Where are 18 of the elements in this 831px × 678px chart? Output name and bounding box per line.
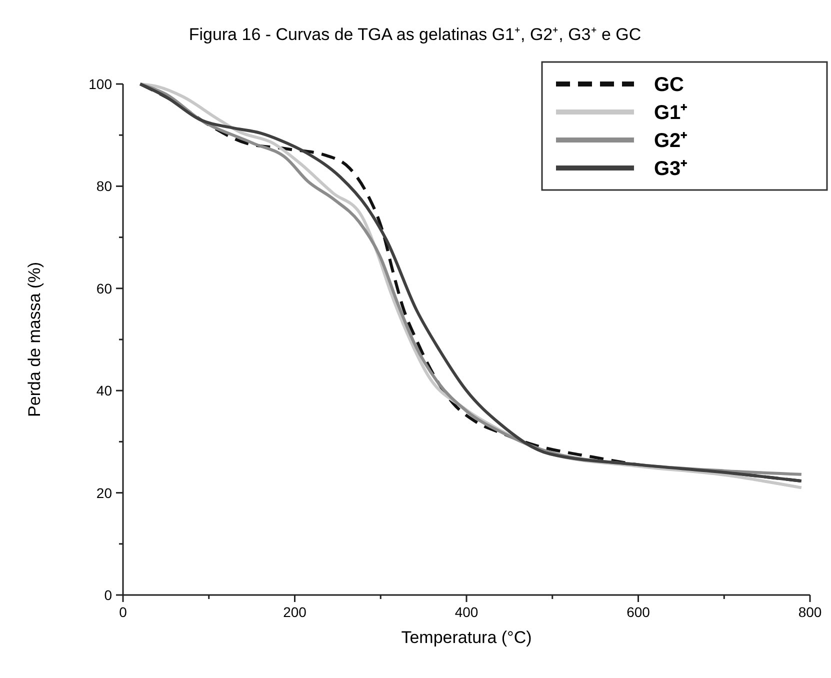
legend-label: G1⁺ bbox=[654, 102, 688, 124]
y-tick-label: 100 bbox=[88, 76, 112, 92]
x-tick-label: 400 bbox=[454, 604, 478, 620]
x-tick-label: 800 bbox=[798, 604, 822, 620]
x-axis-title: Temperatura (°C) bbox=[401, 628, 532, 647]
y-axis-title: Perda de massa (%) bbox=[25, 262, 44, 417]
x-tick-label: 600 bbox=[626, 604, 650, 620]
legend-label: G3⁺ bbox=[654, 158, 688, 180]
y-tick-label: 60 bbox=[96, 280, 112, 296]
y-tick-label: 0 bbox=[104, 587, 112, 603]
chart-title: Figura 16 - Curvas de TGA as gelatinas G1⁺, G2⁺, G3⁺ e GC bbox=[188, 25, 642, 44]
y-tick-label: 80 bbox=[96, 178, 112, 194]
y-tick-label: 20 bbox=[96, 484, 112, 501]
legend-label: GC bbox=[654, 74, 684, 96]
x-tick-label: 0 bbox=[119, 604, 128, 620]
x-tick-label: 200 bbox=[283, 604, 307, 620]
legend-label: G2⁺ bbox=[654, 130, 688, 152]
y-tick-label: 40 bbox=[96, 382, 112, 399]
